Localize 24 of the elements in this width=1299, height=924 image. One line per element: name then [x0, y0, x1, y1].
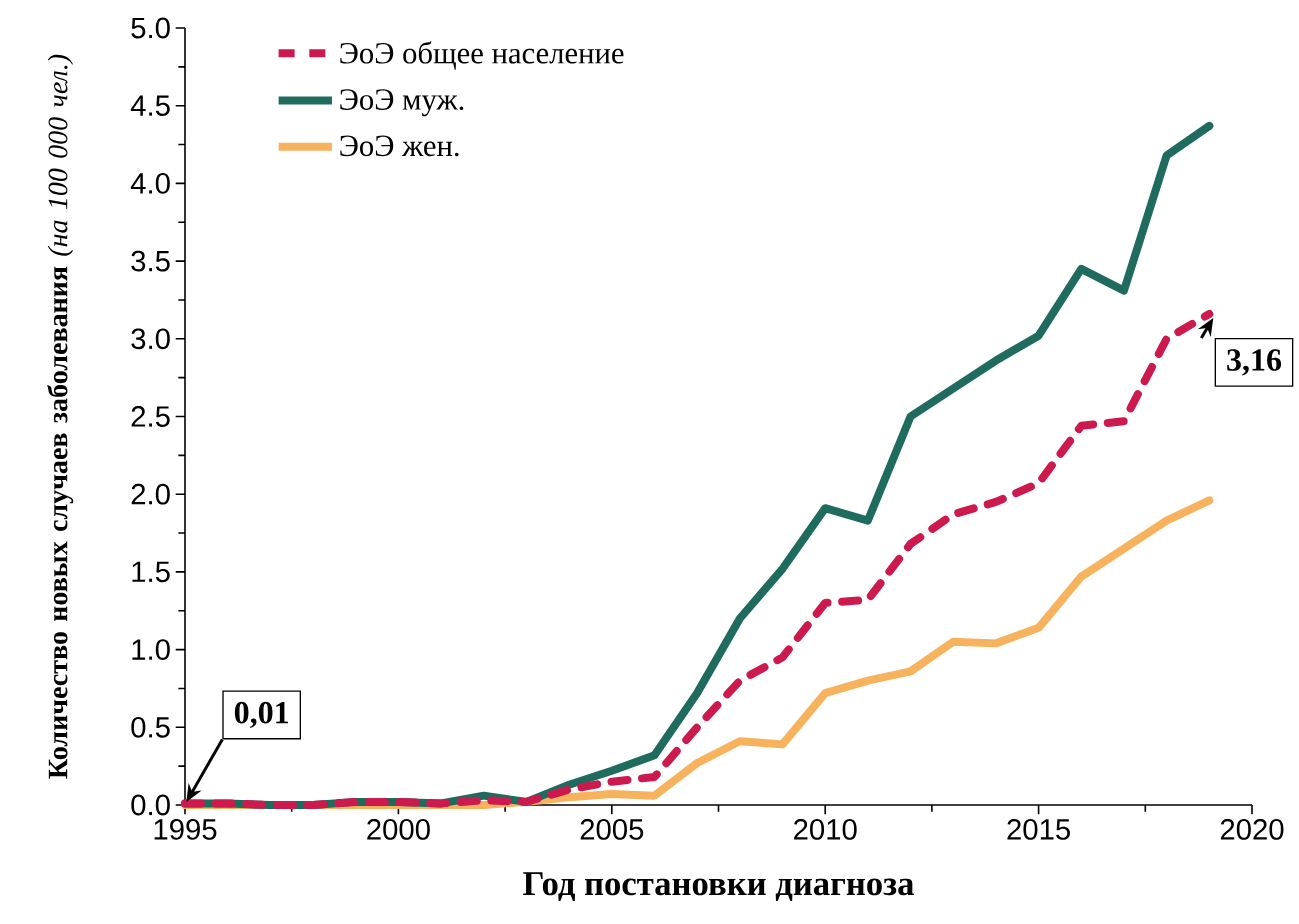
y-tick-label: 0.5	[131, 716, 170, 738]
x-axis-title: Год постановки диагноза	[523, 872, 914, 901]
y-tick-label: 2.0	[131, 483, 170, 505]
x-tick-label: 1995	[154, 819, 217, 840]
y-tick-label: 3.0	[131, 328, 170, 350]
legend-label: ЭоЭ общее население	[340, 41, 624, 70]
y-tick-label: 4.5	[130, 95, 170, 116]
x-tick-label: 2020	[1220, 819, 1284, 840]
y-tick-label: 1.0	[132, 639, 170, 660]
legend-label: ЭоЭ муж.	[340, 89, 464, 117]
y-tick-label: 0.0	[131, 794, 170, 816]
x-tick-label: 2000	[367, 819, 430, 840]
x-tick-label: 2015	[1007, 819, 1070, 840]
y-tick-label: 4.0	[130, 172, 170, 194]
x-tick-label: 2005	[580, 819, 644, 840]
y-tick-label: 5.0	[131, 17, 170, 39]
y-tick-label: 1.5	[132, 561, 170, 583]
legend-label: ЭоЭ жен.	[340, 135, 459, 157]
annotation: 3,16	[1227, 349, 1282, 376]
y-tick-label: 3.5	[131, 250, 170, 272]
y-tick-label: 2.5	[131, 406, 170, 427]
x-tick-label: 2010	[794, 819, 857, 840]
y-axis-title: Количество новых случаев заболевания (на 100 000 чел.)	[47, 54, 74, 779]
annotation: 0,01	[234, 701, 289, 729]
